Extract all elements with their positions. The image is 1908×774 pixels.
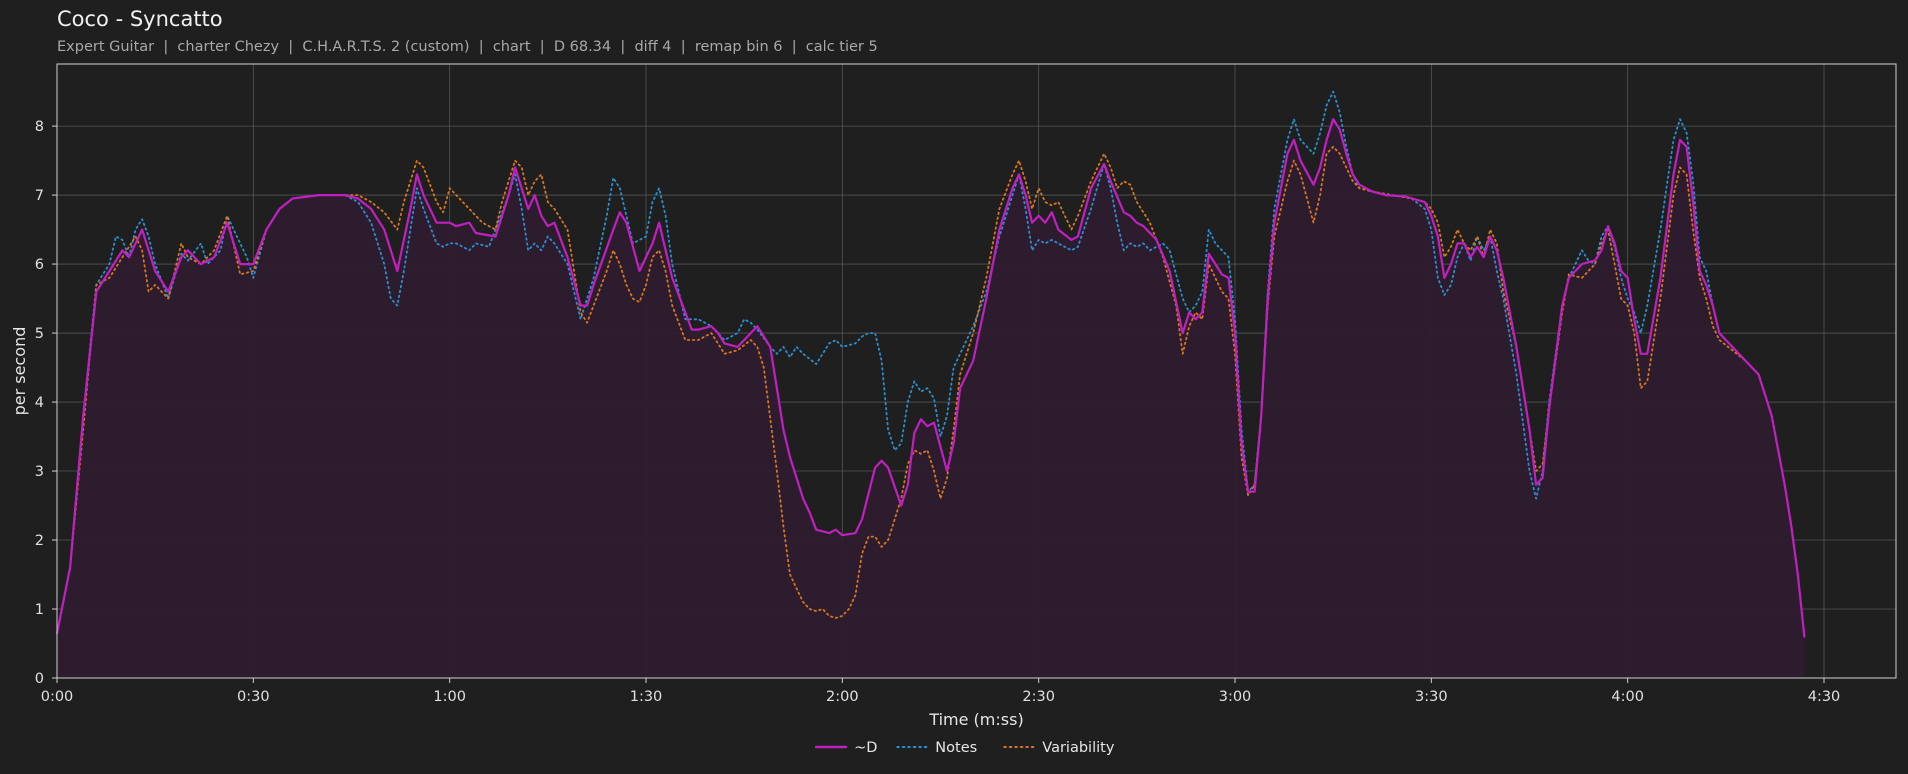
legend: ~D Notes Variability bbox=[814, 740, 1115, 756]
x-tick-label: 2:00 bbox=[826, 689, 859, 705]
legend-item: Variability bbox=[1003, 740, 1115, 756]
legend-item: ~D bbox=[814, 740, 877, 756]
x-tick-label: 0:30 bbox=[237, 689, 270, 705]
x-axis: 0:00 0:30 1:00 1:30 2:00 2:30 3:00 3:30 4:00 4:30 bbox=[41, 678, 1841, 705]
x-tick-label: 4:00 bbox=[1611, 689, 1644, 705]
x-tick-label: 3:00 bbox=[1219, 689, 1252, 705]
legend-label: Variability bbox=[1042, 740, 1115, 756]
legend-label: Notes bbox=[935, 740, 977, 756]
difficulty-fill-area bbox=[57, 119, 1805, 678]
x-tick-label: 3:30 bbox=[1415, 689, 1448, 705]
y-axis: 0 1 2 3 4 5 6 7 8 bbox=[35, 119, 57, 687]
chart-subtitle: Expert Guitar | charter Chezy | C.H.A.R.… bbox=[57, 39, 878, 55]
y-tick-label: 0 bbox=[35, 671, 44, 687]
x-tick-label: 1:00 bbox=[433, 689, 466, 705]
chart-title: Coco - Syncatto bbox=[57, 7, 223, 31]
x-axis-label: Time (m:ss) bbox=[928, 710, 1023, 729]
y-tick-label: 3 bbox=[35, 464, 44, 480]
y-tick-label: 6 bbox=[35, 257, 44, 273]
y-tick-label: 1 bbox=[35, 602, 44, 618]
x-tick-label: 2:30 bbox=[1022, 689, 1055, 705]
series-line-d bbox=[55, 118, 1806, 638]
x-tick-label: 0:00 bbox=[41, 689, 74, 705]
x-tick-label: 1:30 bbox=[630, 689, 663, 705]
plot-frame bbox=[56, 63, 1897, 679]
y-tick-label: 8 bbox=[35, 119, 44, 135]
y-tick-label: 4 bbox=[35, 395, 44, 411]
y-tick-label: 7 bbox=[35, 188, 44, 204]
y-tick-label: 5 bbox=[35, 326, 44, 342]
series-line-notes bbox=[56, 90, 1806, 638]
legend-label: ~D bbox=[854, 740, 877, 756]
legend-item: Notes bbox=[896, 740, 977, 756]
x-tick-label: 4:30 bbox=[1808, 689, 1841, 705]
series-layer bbox=[55, 90, 1806, 638]
y-tick-label: 2 bbox=[35, 533, 44, 549]
y-axis-label: per second bbox=[10, 327, 29, 416]
